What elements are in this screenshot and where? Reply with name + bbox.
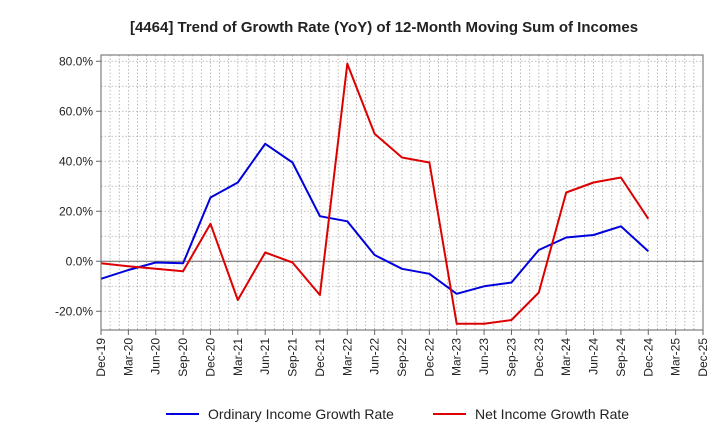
legend-label: Ordinary Income Growth Rate <box>208 406 394 422</box>
series-line-ordinary-income <box>100 142 649 295</box>
x-tick-label: Mar-24 <box>559 338 573 376</box>
x-tick-label: Jun-24 <box>587 338 601 375</box>
x-tick-label: Sep-24 <box>614 338 628 377</box>
y-tick-label: 60.0% <box>59 104 93 118</box>
x-tick-label: Jun-22 <box>368 338 382 375</box>
x-tick-label: Dec-25 <box>696 338 710 377</box>
series-lines <box>100 62 650 325</box>
grid <box>101 55 703 330</box>
legend: Ordinary Income Growth Rate Net Income Gr… <box>166 406 629 422</box>
x-axis-ticks: Dec-19 Mar-20 Jun-20 Sep-20 Dec-20 Mar-21 Jun-… <box>94 330 710 377</box>
x-tick-label: Sep-23 <box>504 338 518 377</box>
y-tick-label: 80.0% <box>59 54 93 68</box>
x-tick-label: Sep-21 <box>286 338 300 377</box>
x-tick-label: Sep-20 <box>176 338 190 377</box>
x-tick-label: Dec-19 <box>94 338 108 377</box>
y-axis-ticks: 80.0% 60.0% 40.0% 20.0% 0.0% -20.0% <box>55 54 101 318</box>
x-tick-label: Mar-22 <box>340 338 354 376</box>
y-tick-label: 40.0% <box>59 154 93 168</box>
x-tick-label: Sep-22 <box>395 338 409 377</box>
x-tick-label: Mar-25 <box>669 338 683 376</box>
x-tick-label: Mar-21 <box>231 338 245 376</box>
x-tick-label: Dec-21 <box>313 338 327 377</box>
y-tick-label: 20.0% <box>59 204 93 218</box>
x-tick-label: Jun-23 <box>477 338 491 375</box>
series-line-net-income <box>100 62 650 325</box>
x-tick-label: Jun-21 <box>258 338 272 375</box>
x-tick-label: Mar-23 <box>450 338 464 376</box>
legend-label: Net Income Growth Rate <box>475 406 629 422</box>
x-tick-label: Dec-22 <box>422 338 436 377</box>
chart-title: [4464] Trend of Growth Rate (YoY) of 12-… <box>130 19 638 36</box>
x-tick-label: Dec-23 <box>532 338 546 377</box>
x-tick-label: Jun-20 <box>149 338 163 375</box>
x-tick-label: Dec-24 <box>641 338 655 377</box>
y-tick-label: -20.0% <box>55 304 93 318</box>
y-tick-label: 0.0% <box>66 254 94 268</box>
x-tick-label: Dec-20 <box>203 338 217 377</box>
x-tick-label: Mar-20 <box>121 338 135 376</box>
